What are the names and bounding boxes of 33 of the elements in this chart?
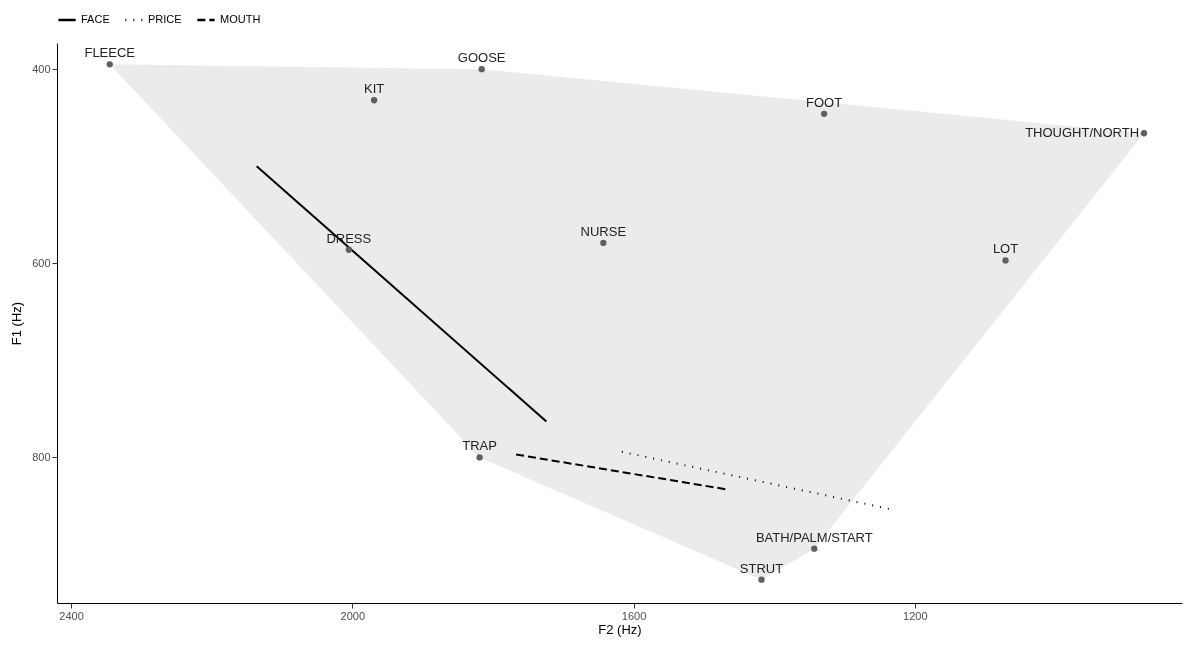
annotation: KIT: [363, 81, 385, 97]
point: [106, 61, 113, 68]
point: [1140, 130, 1148, 137]
annotation: STRUT: [739, 560, 784, 576]
annotation: FOOT: [806, 94, 843, 110]
x-tick-label: 1600: [621, 609, 647, 622]
point: [1002, 257, 1009, 264]
point: [758, 576, 765, 583]
annotation: GOOSE: [457, 50, 506, 66]
annotation: NURSE: [580, 223, 627, 239]
annotation: LOT: [992, 241, 1019, 257]
x-tick-label: 2400: [59, 609, 84, 622]
point: [820, 110, 828, 117]
x-tick-label: 1200: [903, 609, 928, 622]
legend-label: PRICE: [148, 13, 182, 25]
point: [345, 246, 352, 253]
x-axis-title: F2 (Hz): [598, 621, 642, 637]
y-tick-label: 600: [32, 256, 51, 269]
y-tick-label: 400: [32, 62, 51, 75]
point: [478, 66, 485, 73]
point: [476, 454, 483, 461]
annotation: THOUGHT/NORTH: [1025, 125, 1140, 141]
annotation: FLEECE: [84, 45, 136, 61]
point: [600, 239, 607, 247]
annotation: BATH/PALM/START: [755, 529, 873, 545]
point: [370, 97, 378, 104]
y-axis-title: F1 (Hz): [9, 301, 25, 346]
annotation: TRAP: [462, 438, 497, 454]
legend-label: FACE: [81, 13, 110, 25]
x-tick-label: 2000: [340, 609, 366, 622]
legend-label: MOUTH: [220, 13, 261, 25]
point: [811, 545, 818, 552]
y-tick-label: 800: [32, 450, 51, 463]
